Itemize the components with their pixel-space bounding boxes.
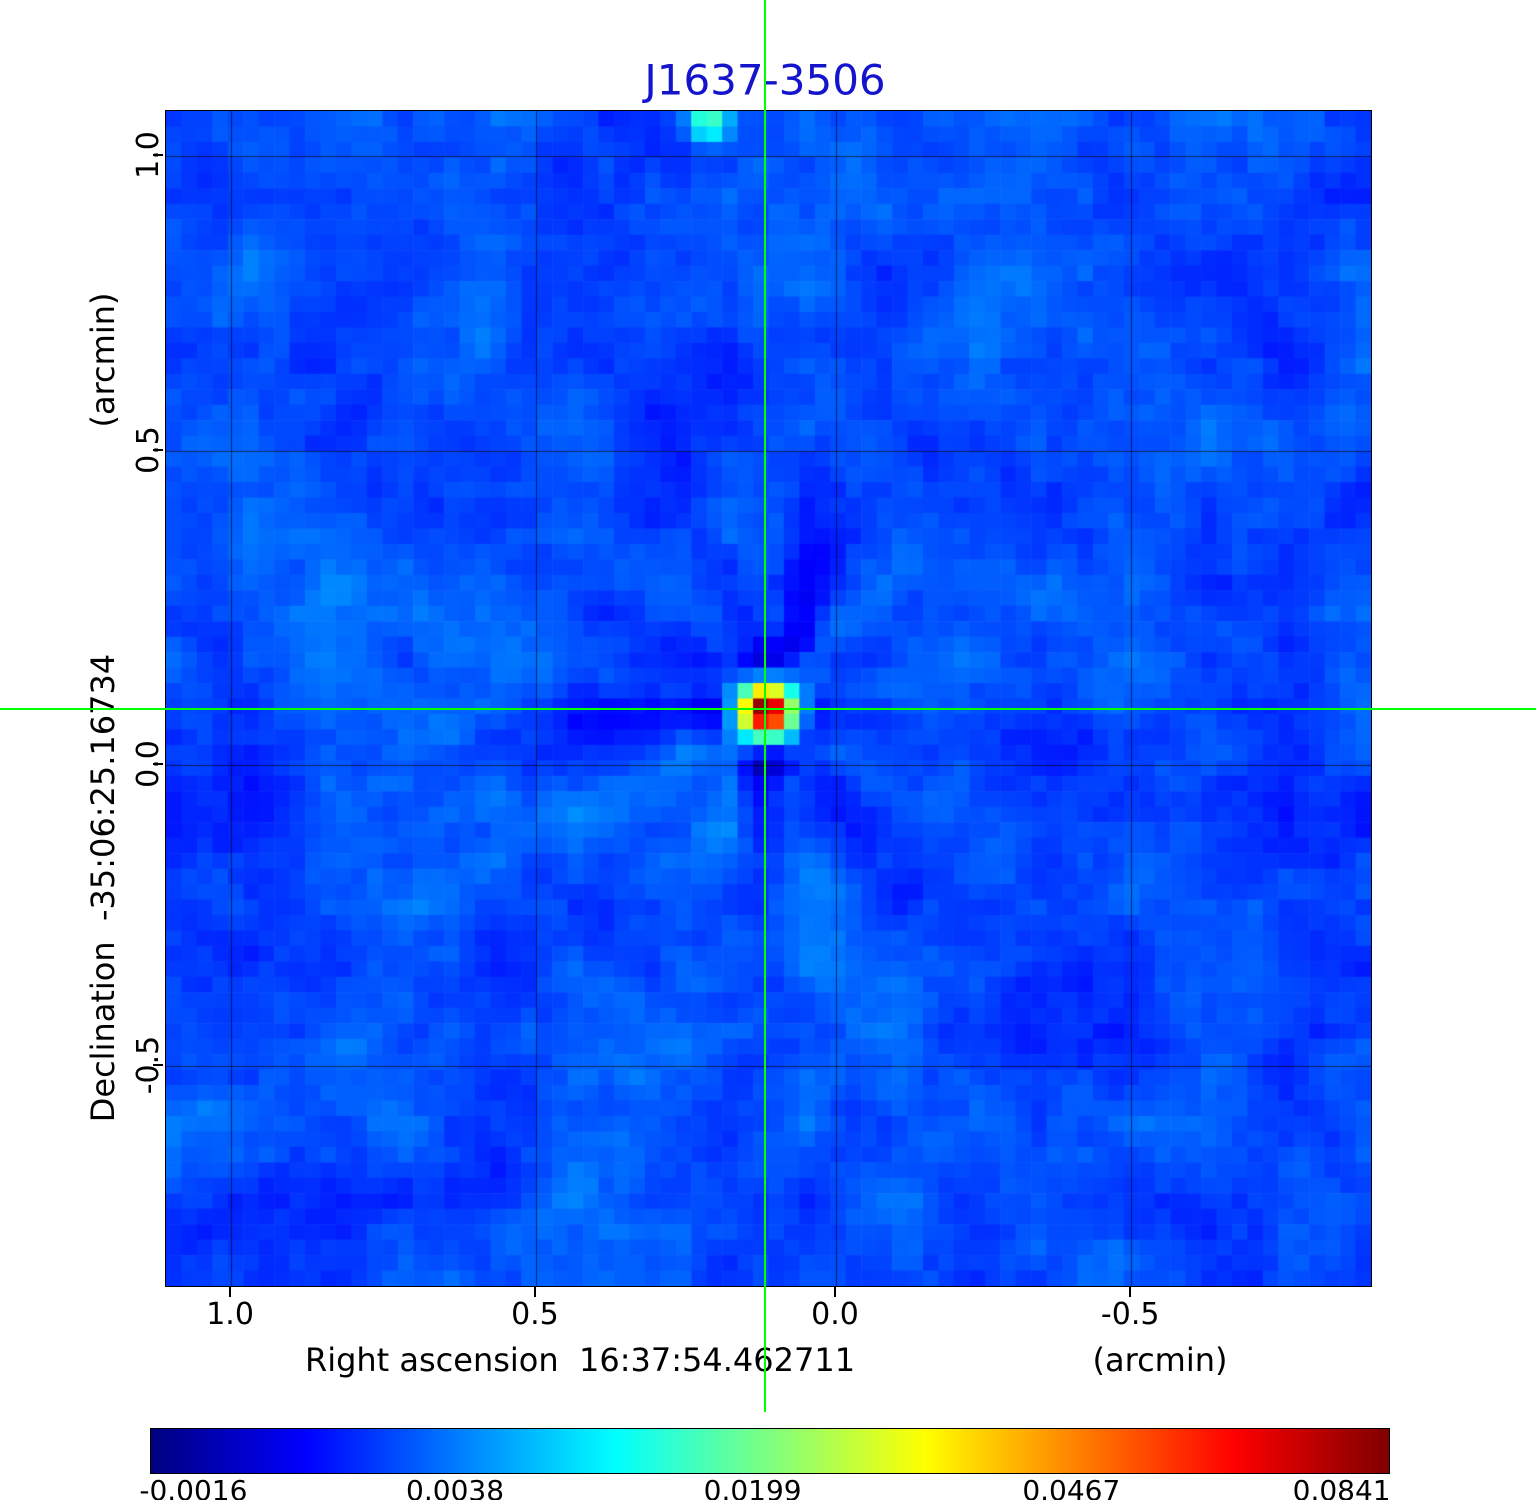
y-tick-mark <box>153 763 163 766</box>
y-tick-mark <box>153 1064 163 1067</box>
x-axis-unit: (arcmin) <box>1092 1341 1228 1379</box>
x-tick-mark <box>1129 1287 1132 1297</box>
x-tick-mark <box>833 1287 836 1297</box>
x-tick-label: -0.5 <box>1100 1297 1160 1332</box>
x-axis-title: Right ascension 16:37:54.462711 <box>304 1341 856 1379</box>
colorbar-tick-label: -0.0016 <box>139 1474 248 1500</box>
x-tick-label: 1.0 <box>206 1297 254 1332</box>
crosshair-horizontal-line <box>0 708 1536 711</box>
colorbar-tick-label: 0.0038 <box>406 1474 505 1500</box>
x-tick-mark <box>229 1287 232 1297</box>
crosshair-vertical-line <box>764 0 767 1412</box>
colorbar-gradient <box>150 1428 1390 1474</box>
image-canvas <box>166 111 1371 1286</box>
y-axis-unit: (arcmin) <box>84 292 122 428</box>
colorbar-tick-label: 0.0841 <box>1292 1474 1391 1500</box>
plot-frame <box>165 110 1372 1287</box>
x-tick-mark <box>533 1287 536 1297</box>
x-tick-label: 0.0 <box>811 1297 859 1332</box>
x-tick-label: 0.5 <box>511 1297 559 1332</box>
colorbar-tick-label: 0.0199 <box>703 1474 802 1500</box>
y-tick-mark <box>153 448 163 451</box>
colorbar-tick-label: 0.0467 <box>1022 1474 1121 1500</box>
y-axis-title: Declination -35:06:25.16734 <box>84 653 122 1123</box>
y-tick-mark <box>153 153 163 156</box>
